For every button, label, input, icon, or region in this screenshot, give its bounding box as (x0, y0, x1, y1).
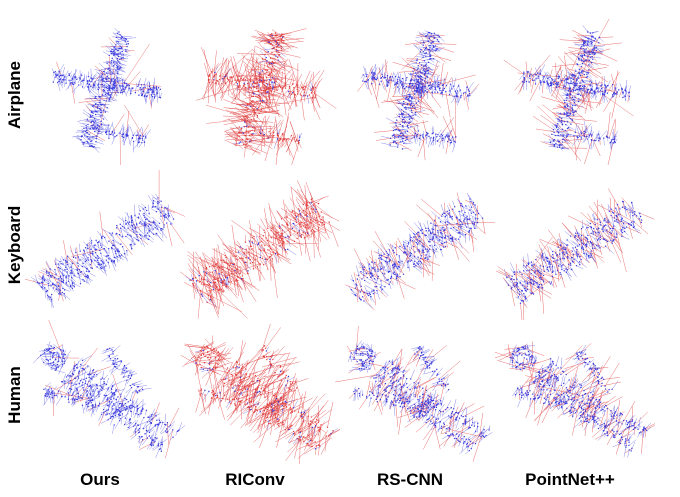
point-cloud-human-pointnet (495, 320, 655, 470)
point-cloud-keyboard-riconv (180, 170, 340, 320)
point-cloud-airplane-riconv (180, 15, 340, 165)
cloud-points (189, 197, 330, 303)
normal-vectors (195, 28, 337, 165)
cloud-points (40, 345, 180, 453)
cloud-points (349, 345, 490, 452)
point-cloud-render (180, 180, 340, 319)
cloud-points (207, 32, 317, 149)
cloud-points (52, 31, 162, 148)
point-cloud-render (51, 28, 162, 165)
point-cloud-render (180, 323, 340, 465)
normal-vectors (25, 170, 185, 308)
point-cloud-keyboard-ours (25, 170, 185, 320)
point-cloud-render (495, 188, 655, 320)
point-cloud-render (195, 28, 337, 165)
col-label-pointnet: PointNet++ (525, 470, 615, 489)
point-cloud-airplane-ours (25, 15, 185, 165)
normal-vectors (32, 320, 185, 459)
normal-vectors (345, 192, 495, 311)
point-cloud-keyboard-rs-cnn (335, 170, 495, 320)
normal-vectors (180, 323, 340, 465)
point-cloud-human-riconv (180, 320, 340, 470)
cloud-points (509, 345, 648, 452)
point-cloud-render (503, 18, 634, 165)
normal-vectors (180, 180, 340, 319)
point-cloud-render (495, 341, 655, 458)
point-cloud-render (357, 30, 480, 161)
col-label-rs-cnn: RS-CNN (376, 470, 444, 489)
point-cloud-airplane-pointnet (495, 15, 655, 165)
cloud-points (506, 200, 643, 304)
col-label-ours: Ours (80, 470, 120, 489)
point-cloud-render (25, 170, 185, 308)
col-label-riconv: RIConv (225, 470, 285, 489)
point-cloud-render (335, 325, 493, 462)
normal-vectors (495, 341, 655, 458)
cloud-points (521, 31, 631, 150)
cloud-points (350, 198, 484, 302)
normal-vectors (51, 28, 162, 165)
point-cloud-keyboard-pointnet (495, 170, 655, 320)
point-cloud-airplane-rs-cnn (335, 15, 495, 165)
point-cloud-human-ours (25, 320, 185, 470)
cloud-points (195, 345, 334, 450)
point-cloud-human-rs-cnn (335, 320, 495, 470)
cloud-points (362, 31, 471, 150)
normal-vectors (495, 188, 655, 320)
cloud-points (36, 197, 175, 300)
point-cloud-render (345, 192, 495, 311)
point-cloud-render (32, 320, 185, 459)
